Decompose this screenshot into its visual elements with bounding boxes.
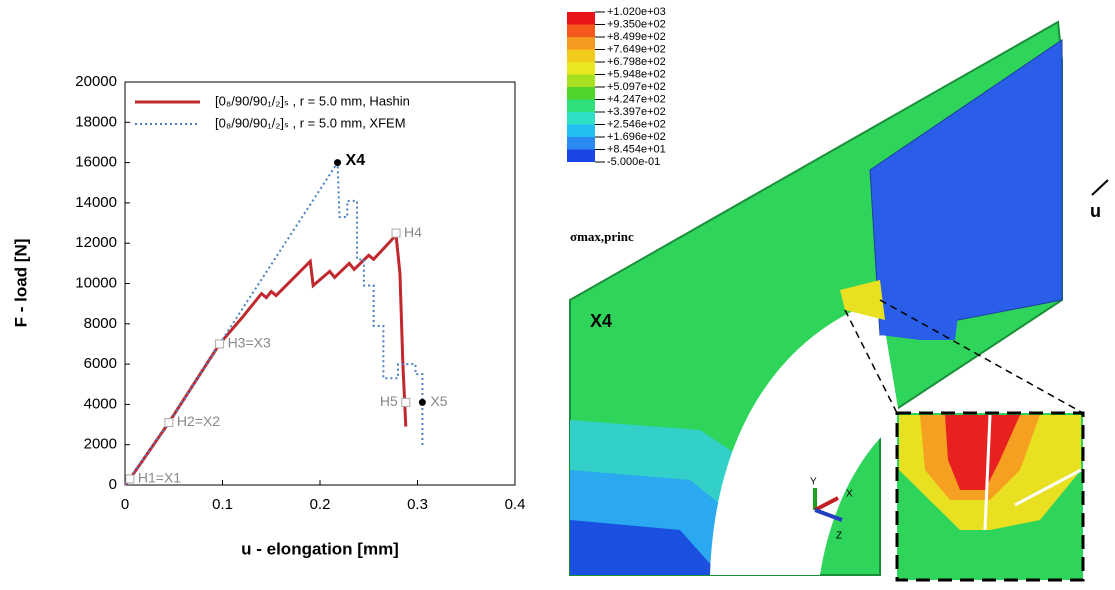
colorbar-label: +8.454e+01 (607, 143, 666, 155)
colorbar-band (567, 124, 595, 137)
y-tick-label: 18000 (75, 113, 117, 130)
legend-label: [0₈/90/90₁/₂]ₛ , r = 5.0 mm, XFEM (215, 115, 406, 130)
x-tick-label: 0.4 (505, 496, 526, 513)
colorbar-label: +4.247e+02 (607, 93, 666, 105)
colorbar-label: +5.097e+02 (607, 81, 666, 93)
colorbar-label: +9.350e+02 (607, 18, 666, 30)
colorbar-label: +5.948e+02 (607, 68, 666, 80)
y-tick-label: 16000 (75, 154, 117, 171)
colorbar-label: +1.020e+03 (607, 6, 666, 18)
colorbar-label: +7.649e+02 (607, 43, 666, 55)
colorbar-band (567, 99, 595, 112)
x-tick-label: 0.1 (212, 496, 233, 513)
colorbar-band (567, 149, 595, 162)
point-marker (215, 339, 225, 349)
axis-label: X (846, 489, 853, 500)
annotation: X5 (430, 393, 447, 409)
y-tick-label: 20000 (75, 73, 117, 90)
colorbar-label: -5.000e-01 (607, 156, 660, 168)
colorbar-label: +1.696e+02 (607, 131, 666, 143)
annotation: H5 (380, 393, 398, 409)
series-line (123, 231, 408, 486)
colorbar-band (567, 62, 595, 75)
arrow-label: u (1090, 201, 1101, 221)
colorbar-band (567, 74, 595, 87)
zoom-line (844, 309, 898, 414)
y-tick-label: 0 (109, 476, 117, 493)
annotation: H1=X1 (138, 470, 181, 486)
y-tick-label: 8000 (84, 315, 117, 332)
edge (1014, 468, 1082, 507)
series-line (124, 159, 424, 486)
y-tick-label: 2000 (84, 436, 117, 453)
zoom-line (879, 299, 1084, 414)
annotation: H3=X3 (228, 335, 271, 351)
colorbar-band (567, 24, 595, 37)
point-marker (401, 397, 411, 407)
point-marker (334, 159, 342, 167)
colorbar-band (567, 12, 595, 25)
x-tick-label: 0.3 (407, 496, 428, 513)
y-tick-label: 14000 (75, 194, 117, 211)
legend-label: [0₈/90/90₁/₂]ₛ , r = 5.0 mm, Hashin (215, 93, 410, 108)
hot-spot (840, 280, 885, 320)
y-tick-label: 12000 (75, 234, 117, 251)
x-tick-label: 0 (121, 496, 129, 513)
y-tick-label: 4000 (84, 395, 117, 412)
point-marker (391, 228, 401, 238)
fe-model: X4 u Y X Z σmax,princ (569, 20, 1109, 582)
colorbar-band (567, 112, 595, 125)
cut-face (880, 300, 960, 340)
model-label: X4 (590, 311, 612, 331)
annotation: H4 (404, 224, 422, 240)
colorbar-label: +8.499e+02 (607, 31, 666, 43)
x-tick-label: 0.2 (310, 496, 331, 513)
colorbar-label: +2.546e+02 (607, 118, 666, 130)
colorbar-label: +3.397e+02 (607, 106, 666, 118)
point-marker (164, 418, 174, 428)
point-marker (418, 398, 426, 406)
crack (983, 414, 992, 531)
colorbar-band (567, 87, 595, 100)
load-arrow (1091, 179, 1109, 196)
x-axis-label: u - elongation [mm] (241, 539, 399, 558)
colorbar-band (567, 49, 595, 62)
y-axis-label: F - load [N] (11, 239, 30, 328)
y-tick-label: 6000 (84, 355, 117, 372)
point-marker (125, 474, 135, 484)
cut-face (869, 39, 1063, 336)
colorbar-label: +6.798e+02 (607, 56, 666, 68)
axis-label: Z (836, 531, 842, 542)
colorbar-band (567, 137, 595, 150)
axis-label: Y (810, 477, 817, 488)
colorbar-title: σmax,princ (570, 229, 634, 244)
plate-region (570, 520, 720, 575)
colorbar-band (567, 37, 595, 50)
axis-arrow (814, 496, 839, 512)
hole (710, 300, 900, 575)
axis-arrow (814, 508, 843, 522)
annotation: X4 (346, 152, 366, 169)
annotation: H2=X2 (177, 413, 220, 429)
zoom-region (945, 415, 1020, 490)
y-tick-label: 10000 (75, 274, 117, 291)
